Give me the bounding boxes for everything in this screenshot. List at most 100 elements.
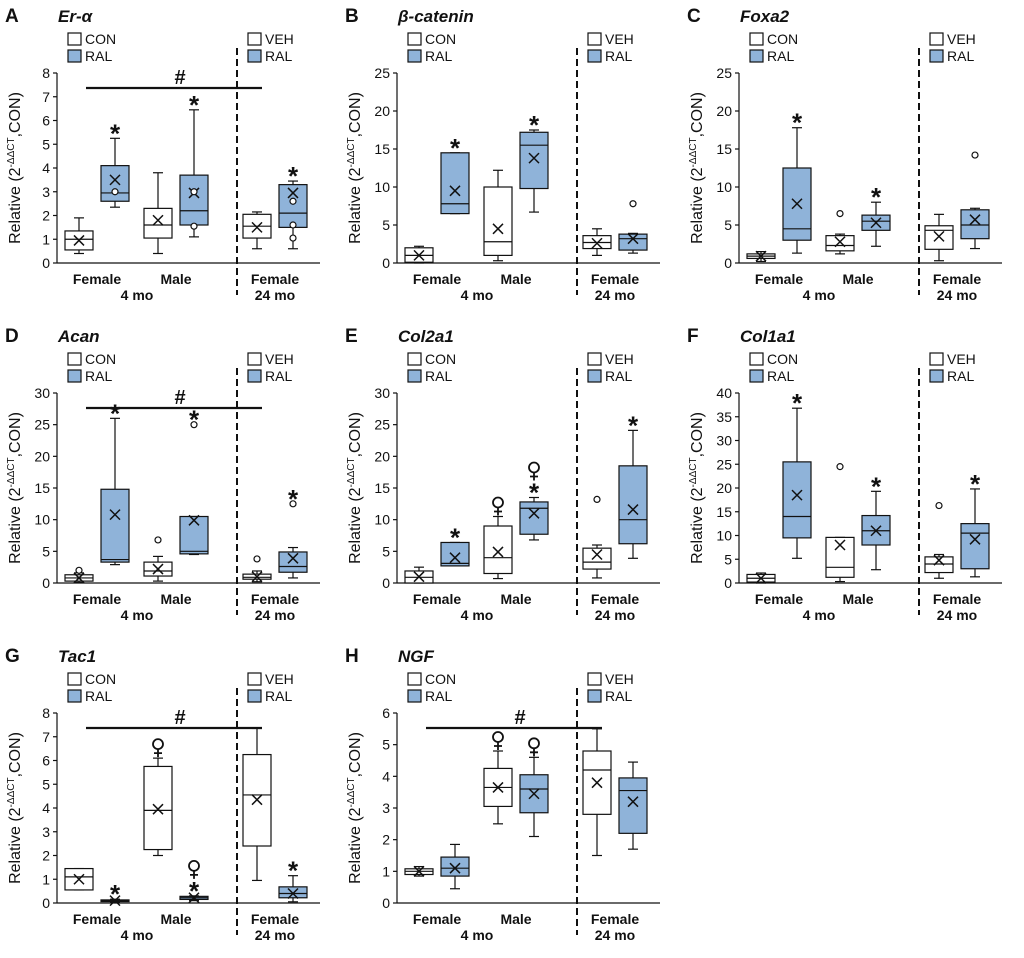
box-body — [179, 174, 209, 226]
box-body — [278, 184, 308, 228]
x-category-label: Female — [73, 911, 121, 927]
x-group-label-young: 4 mo — [803, 287, 836, 303]
mean-marker — [627, 796, 639, 808]
legend-label-veh: VEH — [265, 671, 294, 687]
mean-marker — [791, 489, 803, 501]
gene-title: Col1a1 — [740, 327, 796, 346]
box-body — [519, 501, 549, 535]
y-label-main: Relative (2 — [7, 807, 24, 884]
legend-swatch-con — [749, 352, 764, 366]
legend-label-ral: RAL — [85, 688, 112, 704]
box-con-1 — [143, 172, 173, 255]
y-tick-label: 2 — [382, 832, 390, 848]
y-label-tail: ,CON) — [689, 412, 706, 457]
box-ral-0: * — [100, 879, 130, 909]
mean-marker — [413, 571, 425, 583]
y-tick-label: 5 — [42, 136, 50, 152]
box-body — [483, 525, 513, 575]
mean-marker — [528, 788, 540, 800]
x-category-label: Female — [755, 271, 803, 287]
panel-letter: G — [5, 646, 20, 667]
x-group-label-young: 4 mo — [121, 927, 154, 943]
outlier-point — [289, 197, 297, 205]
mean-marker — [188, 514, 200, 526]
significance-star: * — [189, 90, 200, 120]
box-con-1 — [483, 731, 513, 825]
y-tick-label: 1 — [42, 871, 50, 887]
x-category-label: Female — [413, 591, 461, 607]
box-veh-2 — [242, 211, 272, 250]
mean-marker — [73, 234, 85, 246]
box-ral-0 — [440, 843, 470, 890]
box-ral-2: * — [278, 856, 308, 903]
box-veh-2 — [924, 501, 954, 579]
mean-marker — [591, 548, 603, 561]
y-tick-label: 8 — [42, 705, 50, 721]
legend-swatch-con — [67, 32, 82, 46]
outlier-point — [75, 566, 83, 574]
box-veh-2 — [924, 213, 954, 262]
y-label-tail: ,CON) — [7, 92, 24, 137]
legend-swatch-ral — [67, 689, 82, 703]
gene-title: Col2a1 — [398, 327, 454, 346]
box-con-1 — [483, 169, 513, 262]
y-tick-label: 15 — [374, 480, 390, 496]
y-tick-label: 25 — [374, 65, 390, 81]
box-body — [440, 541, 470, 567]
female-sign-icon — [530, 472, 538, 481]
x-category-label: Female — [413, 911, 461, 927]
y-tick-label: 0 — [724, 255, 732, 271]
legend-swatch-veh — [247, 672, 262, 686]
y-label-tail: ,CON) — [347, 412, 364, 457]
box-con-0 — [746, 572, 776, 584]
legend-label-ral: RAL — [767, 48, 794, 64]
significance-star: * — [189, 405, 200, 435]
box-ral-0: * — [440, 522, 470, 567]
legend-label-con: CON — [767, 351, 798, 367]
box-veh-2 — [242, 727, 272, 882]
outlier-point — [154, 536, 162, 544]
legend-swatch-ral — [67, 49, 82, 63]
y-tick-label: 1 — [42, 231, 50, 247]
box-body — [100, 488, 130, 563]
box-ral-2 — [618, 761, 648, 850]
y-tick-label: 7 — [42, 729, 50, 745]
legend-label-ral: RAL — [947, 368, 974, 384]
y-tick-label: 3 — [42, 824, 50, 840]
y-tick-label: 0 — [42, 895, 50, 911]
legend-label-con: CON — [425, 31, 456, 47]
box-ral-0: * — [782, 108, 812, 254]
hash-label: # — [174, 707, 185, 729]
panel-letter: C — [687, 6, 701, 27]
legend-label-ral: RAL — [265, 688, 292, 704]
legend-label-ral: RAL — [425, 368, 452, 384]
box-body — [960, 523, 990, 570]
box-ral-1: * — [861, 182, 891, 247]
y-tick-label: 3 — [382, 800, 390, 816]
box-body — [618, 233, 648, 251]
y-label-sup: -ΔΔCT — [6, 137, 17, 167]
hash-label: # — [174, 67, 185, 89]
x-group-label-young: 4 mo — [461, 927, 494, 943]
mean-marker — [528, 152, 540, 164]
y-tick-label: 15 — [716, 141, 732, 157]
panel-letter: H — [345, 646, 359, 667]
x-group-label-young: 4 mo — [461, 287, 494, 303]
x-group-label-old: 24 mo — [255, 607, 295, 623]
box-body — [278, 551, 308, 573]
mean-marker — [933, 554, 945, 566]
y-label-sup: -ΔΔCT — [6, 777, 17, 807]
legend-label-ral: RAL — [605, 48, 632, 64]
y-tick-label: 5 — [42, 543, 50, 559]
y-axis-label: Relative (2-ΔΔCT,CON) — [346, 732, 364, 884]
significance-star: * — [529, 478, 540, 508]
significance-star: * — [970, 469, 981, 499]
mean-marker — [109, 509, 121, 521]
y-tick-label: 25 — [374, 417, 390, 433]
mean-marker — [152, 214, 164, 226]
legend-label-con: CON — [85, 671, 116, 687]
